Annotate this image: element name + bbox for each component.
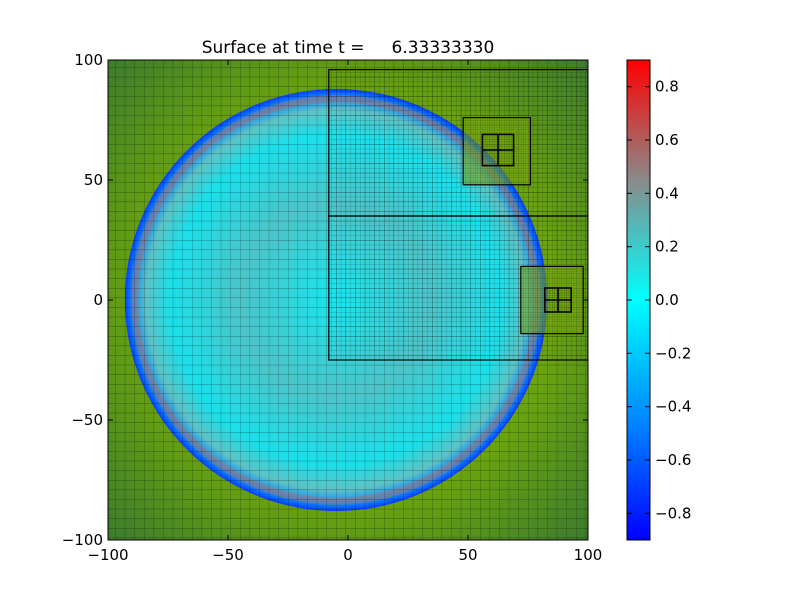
y-tick-label: −100 [62, 531, 103, 549]
x-tick-label: 50 [458, 546, 477, 564]
y-tick-label: 50 [84, 171, 103, 189]
refinement-patch-level-2 [328, 68, 588, 217]
refinement-patch-level-4 [481, 133, 515, 167]
refinement-patch-level-4 [543, 287, 572, 313]
colorbar-gradient [627, 60, 650, 540]
colorbar-tick-label: −0.6 [655, 451, 691, 469]
y-axis: −100 −50 0 50 100 [62, 51, 588, 549]
colorbar-tick-label: 0.4 [655, 184, 679, 202]
y-tick-label: 100 [74, 51, 103, 69]
x-tick-label: −50 [212, 546, 244, 564]
plot-area [108, 60, 588, 540]
x-axis: −100 −50 0 50 100 [87, 60, 602, 564]
colorbar-tick-label: 0.2 [655, 238, 679, 256]
chart-title: Surface at time t = 6.33333330 [202, 38, 495, 58]
y-tick-label: −50 [71, 411, 103, 429]
x-tick-label: −100 [87, 546, 128, 564]
colorbar-ticks: −0.8 −0.6 −0.4 −0.2 0.0 0.2 0.4 0.6 0.8 [627, 78, 691, 522]
x-tick-label: 0 [343, 546, 353, 564]
y-tick-label: 0 [93, 291, 103, 309]
colorbar-tick-label: 0.0 [655, 291, 679, 309]
colorbar-tick-label: −0.2 [655, 344, 691, 362]
x-tick-label: 100 [574, 546, 603, 564]
colorbar-tick-label: 0.6 [655, 131, 679, 149]
colorbar-tick-label: 0.8 [655, 78, 679, 96]
colorbar-tick-label: −0.8 [655, 504, 691, 522]
colorbar: −0.8 −0.6 −0.4 −0.2 0.0 0.2 0.4 0.6 0.8 [626, 59, 691, 541]
colorbar-tick-label: −0.4 [655, 398, 691, 416]
